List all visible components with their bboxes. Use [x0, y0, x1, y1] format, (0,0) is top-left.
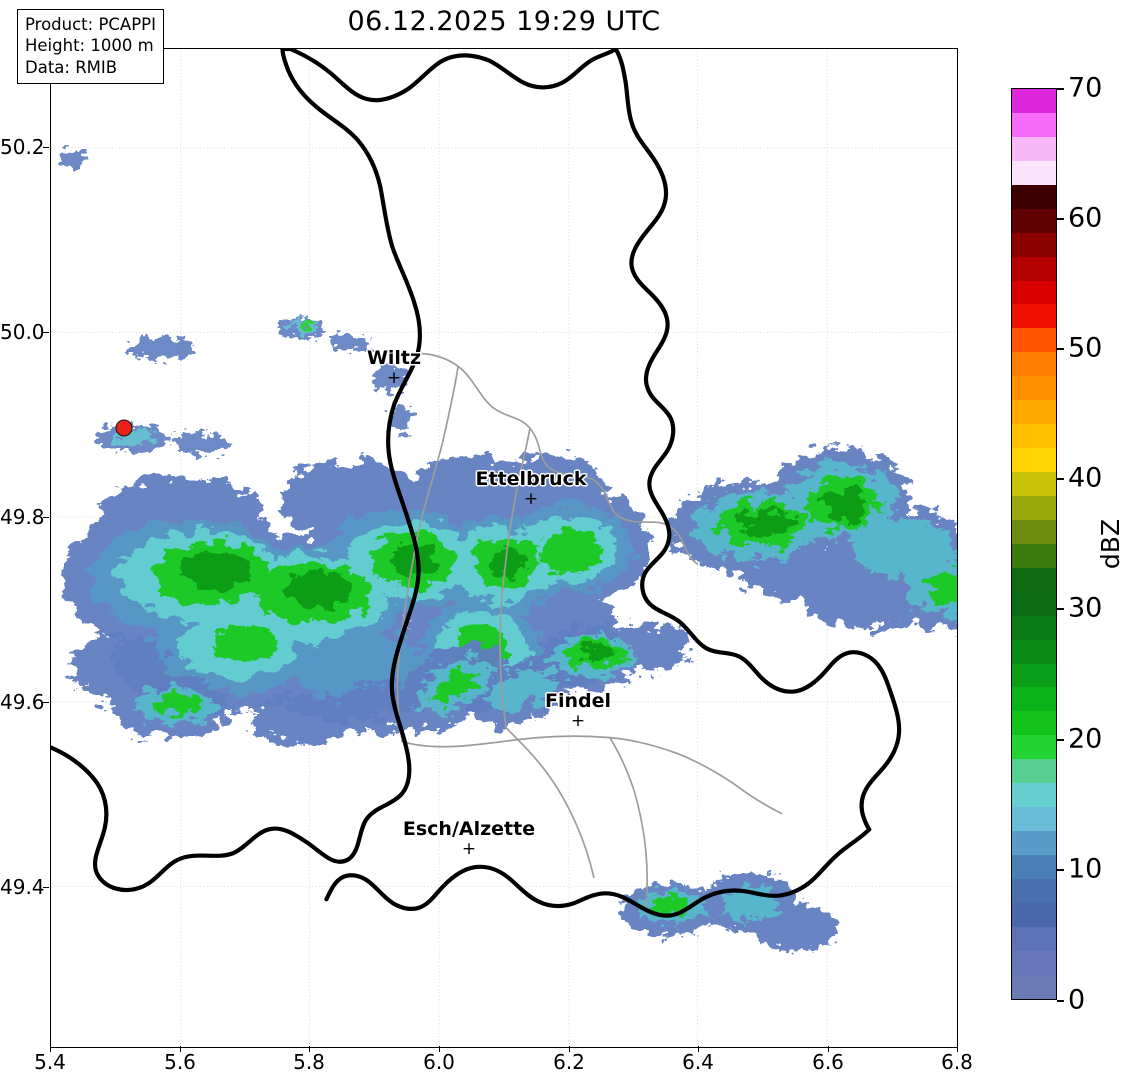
colorbar-band: [1012, 376, 1056, 401]
city-name: Esch/Alzette: [402, 818, 536, 840]
city-marker-cross: +: [386, 368, 402, 388]
city-label-findel: Findel +: [544, 690, 612, 731]
y-tick-label: 50.0: [0, 320, 45, 344]
colorbar-band: [1012, 184, 1056, 209]
colorbar-band: [1012, 591, 1056, 616]
colorbar-tick-label: 60: [1068, 202, 1103, 234]
radar-echo-layer: [56, 149, 957, 952]
city-name: Ettelbruck: [475, 468, 587, 490]
x-tick-label: 6.4: [682, 1050, 714, 1074]
colorbar-band: [1012, 711, 1056, 736]
colorbar-band: [1012, 424, 1056, 449]
colorbar-band: [1012, 831, 1056, 855]
colorbar-band: [1012, 328, 1056, 353]
page-title: 06.12.2025 19:29 UTC: [347, 6, 661, 37]
city-label-wiltz: Wiltz +: [366, 347, 422, 388]
colorbar-band: [1012, 89, 1056, 113]
colorbar-band: [1012, 472, 1056, 496]
colorbar-tick-label: 10: [1068, 853, 1103, 885]
colorbar-band: [1012, 519, 1056, 544]
city-label-ettelbruck: Ettelbruck +: [475, 468, 587, 509]
colorbar-band: [1012, 112, 1056, 137]
y-tick-label: 49.8: [0, 505, 45, 529]
national-border-layer: [51, 49, 902, 918]
colorbar-band: [1012, 232, 1056, 257]
colorbar-band: [1012, 208, 1056, 233]
x-tick-label: 5.4: [34, 1050, 66, 1074]
colorbar-band: [1012, 783, 1056, 808]
x-tick-label: 6.2: [553, 1050, 585, 1074]
colorbar-band: [1012, 448, 1056, 472]
colorbar-tick-label: 70: [1068, 72, 1103, 104]
colorbar-tick-label: 20: [1068, 723, 1103, 755]
info-data: Data: RMIB: [25, 57, 118, 77]
colorbar-band: [1012, 735, 1056, 760]
colorbar-tick-label: 0: [1068, 984, 1086, 1016]
colorbar-band: [1012, 136, 1056, 161]
city-marker-cross: +: [570, 711, 586, 731]
colorbar-band: [1012, 663, 1056, 688]
y-tick-label: 49.4: [0, 875, 45, 899]
x-tick-label: 5.8: [293, 1050, 325, 1074]
colorbar-band: [1012, 974, 1056, 999]
colorbar-band: [1012, 543, 1056, 568]
city-marker-cross: +: [461, 839, 477, 859]
colorbar-tick-label: 50: [1068, 332, 1103, 364]
x-tick-label: 5.6: [164, 1050, 196, 1074]
colorbar-band: [1012, 855, 1056, 879]
colorbar-band: [1012, 160, 1056, 185]
colorbar-band: [1012, 256, 1056, 281]
colorbar-band: [1012, 639, 1056, 664]
radar-map-canvas: [51, 49, 957, 1047]
y-tick-label: 50.2: [0, 135, 45, 159]
x-tick-label: 6.6: [812, 1050, 844, 1074]
colorbar-band: [1012, 280, 1056, 305]
colorbar-band: [1012, 304, 1056, 329]
city-label-esch-alzette: Esch/Alzette +: [402, 818, 536, 859]
colorbar-band: [1012, 878, 1056, 903]
city-name: Wiltz: [366, 347, 422, 369]
colorbar-band: [1012, 902, 1056, 927]
info-box: Product: PCAPPI Height: 1000 m Data: RMI…: [17, 9, 164, 85]
x-tick-label: 6.0: [423, 1050, 455, 1074]
colorbar: [1011, 88, 1057, 1000]
radar-map-plot: [50, 48, 958, 1048]
y-tick-label: 49.6: [0, 690, 45, 714]
colorbar-band: [1012, 926, 1056, 951]
colorbar-tick-label: 30: [1068, 592, 1103, 624]
colorbar-band: [1012, 352, 1056, 377]
info-height: Height: 1000 m: [25, 36, 154, 56]
colorbar-tick-label: 40: [1068, 462, 1103, 494]
colorbar-axis-label: dBZ: [1096, 518, 1125, 570]
district-boundaries-layer: [389, 352, 783, 911]
colorbar-band: [1012, 495, 1056, 520]
colorbar-band: [1012, 807, 1056, 832]
info-product: Product: PCAPPI: [25, 15, 156, 34]
colorbar-band: [1012, 567, 1056, 592]
x-tick-label: 6.8: [941, 1050, 973, 1074]
colorbar-band: [1012, 400, 1056, 425]
colorbar-band: [1012, 950, 1056, 975]
city-marker-cross: +: [523, 489, 539, 509]
colorbar-band: [1012, 687, 1056, 712]
city-name: Findel: [544, 690, 612, 712]
radar-site-marker: [115, 419, 133, 437]
colorbar-band: [1012, 759, 1056, 784]
colorbar-band: [1012, 615, 1056, 640]
